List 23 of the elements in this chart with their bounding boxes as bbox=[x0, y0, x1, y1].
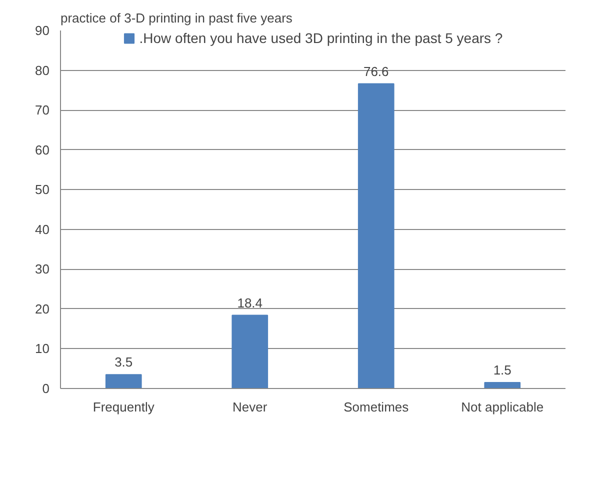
x-tick-label: Sometimes bbox=[344, 400, 410, 414]
y-tick-label: 70 bbox=[35, 102, 50, 118]
y-tick-label: 80 bbox=[35, 62, 50, 78]
bar bbox=[105, 374, 142, 388]
bar bbox=[232, 314, 268, 388]
data-label: 1.5 bbox=[493, 362, 512, 378]
x-tick-label: Frequently bbox=[92, 400, 155, 414]
y-tick-label: 50 bbox=[35, 182, 50, 198]
y-tick-label: 40 bbox=[35, 222, 50, 237]
data-label: 3.5 bbox=[114, 354, 133, 370]
x-tick-label: Never bbox=[232, 400, 268, 414]
y-tick-label: 30 bbox=[35, 262, 50, 277]
y-tick-label: 0 bbox=[42, 381, 50, 396]
legend-label: .How often you have used 3D printing in the past 5 years ? bbox=[139, 30, 503, 46]
y-tick-label: 10 bbox=[35, 341, 50, 356]
y-tick-label: 60 bbox=[35, 142, 50, 158]
y-tick-label: 20 bbox=[35, 301, 50, 316]
data-label: 18.4 bbox=[237, 295, 263, 310]
chart-title: practice of 3-D printing in past five years bbox=[60, 10, 293, 26]
y-tick-label: 90 bbox=[35, 23, 50, 38]
bar bbox=[358, 83, 394, 388]
bar bbox=[484, 382, 521, 388]
x-tick-label: Not applicable bbox=[461, 400, 544, 414]
